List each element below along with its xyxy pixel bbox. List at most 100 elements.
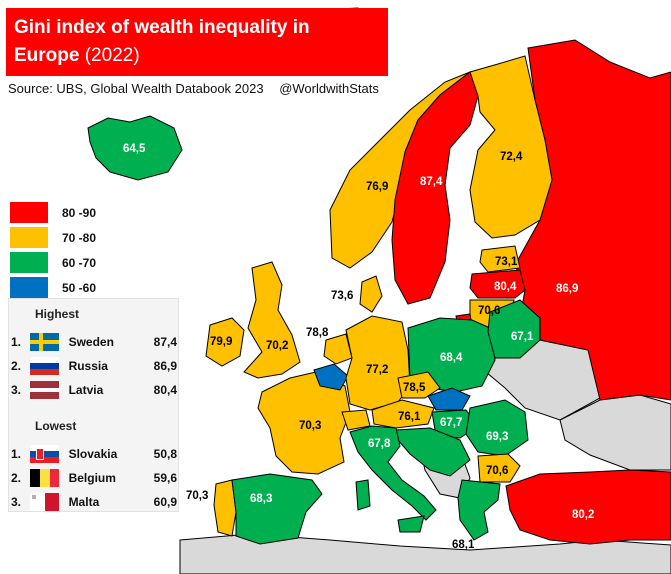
- slovakia-flag-icon: [30, 445, 59, 463]
- rank-number: 1.: [11, 447, 22, 461]
- region-finland[interactable]: [469, 55, 553, 239]
- label-estonia: 73,1: [495, 256, 518, 268]
- sweden-flag-icon: [30, 333, 59, 351]
- source-text: Source: UBS, Global Wealth Databook 2023: [8, 81, 264, 96]
- region-belarus[interactable]: [487, 299, 541, 359]
- rank-value: 50,8: [153, 447, 177, 461]
- label-bulgaria: 70,6: [486, 465, 508, 477]
- rank-row-highest-2: 2. Russia 86,9: [11, 355, 177, 377]
- legend-label: 80 -90: [62, 205, 97, 220]
- label-portugal: 70,3: [186, 490, 208, 502]
- rank-value: 60,9: [153, 495, 177, 509]
- rank-number: 3.: [11, 495, 22, 509]
- rank-number: 2.: [11, 359, 22, 373]
- region-bulgaria[interactable]: [477, 453, 521, 483]
- region-romania[interactable]: [465, 399, 529, 457]
- rank-number: 2.: [11, 471, 22, 485]
- title-line-1: Gini index of wealth inequality in: [14, 17, 310, 38]
- label-germany: 77,2: [366, 364, 388, 376]
- label-spain: 68,3: [250, 493, 272, 505]
- label-latvia: 80,4: [494, 281, 517, 293]
- rank-value: 86,9: [153, 359, 177, 373]
- rank-value: 87,4: [153, 335, 177, 349]
- latvia-flag-icon: [30, 381, 59, 399]
- malta-flag-icon: [30, 493, 59, 511]
- rank-country: Malta: [68, 495, 100, 509]
- rank-country: Russia: [68, 359, 108, 373]
- rank-number: 1.: [11, 335, 22, 349]
- label-lithuania: 70,6: [478, 305, 500, 317]
- rank-number: 3.: [11, 383, 22, 397]
- region-netherlands[interactable]: [323, 333, 353, 365]
- region-latvia[interactable]: [469, 269, 526, 299]
- legend-swatch-orange: [10, 227, 48, 248]
- label-turkey: 80,2: [572, 509, 594, 521]
- region-italy[interactable]: [349, 425, 437, 521]
- region-germany[interactable]: [345, 315, 411, 411]
- region-austria[interactable]: [371, 399, 435, 429]
- legend-swatch-red: [10, 202, 48, 223]
- label-ireland: 79,9: [210, 336, 232, 348]
- rank-country: Sweden: [68, 335, 114, 349]
- label-poland: 68,4: [440, 352, 463, 364]
- label-norway: 76,9: [366, 181, 388, 193]
- legend-item: 80 -90: [10, 200, 96, 225]
- region-iceland[interactable]: [87, 115, 183, 181]
- region-uk[interactable]: [243, 261, 301, 379]
- title-region: Europe: [14, 45, 80, 66]
- label-sweden: 87,4: [420, 176, 443, 188]
- label-denmark: 73,6: [331, 290, 353, 302]
- highest-heading: Highest: [35, 307, 80, 321]
- label-czechia: 78,5: [403, 382, 426, 394]
- region-sardinia: [355, 479, 371, 511]
- legend-label: 60 -70: [62, 255, 97, 270]
- region-sicily: [397, 515, 425, 533]
- label-austria: 76,1: [398, 411, 421, 423]
- ranking-panel: Highest 1. Sweden 87,4 2. Russia 86,9 3.…: [8, 298, 179, 512]
- rank-row-lowest-1: 1. Slovakia 50,8: [11, 443, 177, 465]
- region-czechia[interactable]: [397, 371, 441, 399]
- title-banner: Gini index of wealth inequality in Europ…: [6, 8, 388, 76]
- rank-country: Belgium: [68, 471, 116, 485]
- region-slovakia[interactable]: [427, 387, 471, 411]
- region-spain[interactable]: [231, 473, 323, 545]
- region-turkey[interactable]: [505, 469, 671, 545]
- source-line: Source: UBS, Global Wealth Databook 2023…: [6, 80, 388, 100]
- region-africa: [179, 533, 671, 574]
- belgium-flag-icon: [30, 469, 59, 487]
- label-greece: 68,1: [452, 539, 475, 551]
- region-greece[interactable]: [457, 479, 501, 541]
- label-netherlands: 78,8: [306, 327, 329, 339]
- legend-label: 70 -80: [62, 230, 97, 245]
- legend-item: 50 -60: [10, 275, 96, 300]
- legend-swatch-green: [10, 252, 48, 273]
- region-denmark[interactable]: [359, 275, 383, 313]
- title-year: (2022): [84, 45, 140, 66]
- legend-label: 50 -60: [62, 280, 97, 295]
- region-estonia[interactable]: [479, 245, 521, 273]
- label-france: 70,3: [299, 420, 321, 432]
- region-belgium[interactable]: [313, 363, 349, 391]
- label-finland: 72,4: [500, 151, 523, 163]
- label-belarus: 67,1: [511, 331, 534, 343]
- rank-country: Latvia: [68, 383, 104, 397]
- region-ireland[interactable]: [205, 317, 245, 367]
- lowest-heading: Lowest: [35, 419, 77, 433]
- label-hungary: 67,7: [440, 417, 462, 429]
- legend-item: 70 -80: [10, 225, 96, 250]
- title-line-2: Europe (2022): [14, 42, 380, 70]
- source-handle: @WorldwithStats: [279, 81, 379, 96]
- legend-swatch-blue: [10, 277, 48, 298]
- region-switzerland: [341, 409, 371, 431]
- legend-item: 60 -70: [10, 250, 96, 275]
- region-balkans-green: [395, 427, 471, 477]
- label-uk: 70,2: [266, 340, 288, 352]
- rank-row-lowest-3: 3. Malta 60,9: [11, 491, 177, 513]
- rank-row-lowest-2: 2. Belgium 59,6: [11, 467, 177, 489]
- rank-row-highest-3: 3. Latvia 80,4: [11, 379, 177, 401]
- rank-row-highest-1: 1. Sweden 87,4: [11, 331, 177, 353]
- region-sweden[interactable]: [391, 71, 479, 305]
- label-russia: 86,9: [556, 283, 578, 295]
- rank-country: Slovakia: [68, 447, 118, 461]
- rank-value: 80,4: [153, 383, 177, 397]
